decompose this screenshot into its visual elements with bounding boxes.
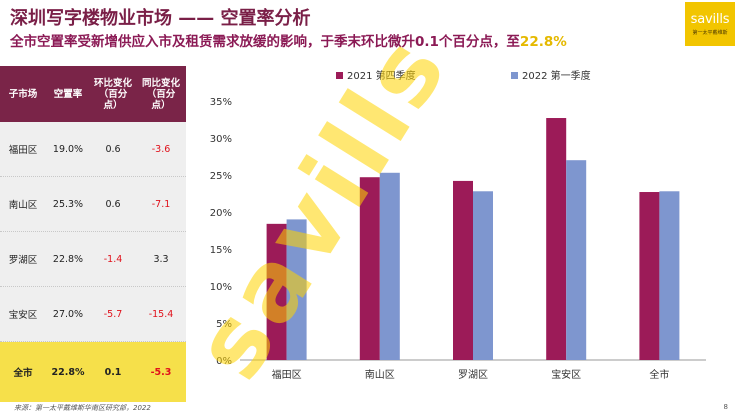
- table-header: 子市场 空置率 环比变化 （百分 点） 同比变化 （百分 点）: [0, 66, 186, 122]
- cell-rate: 19.0%: [52, 143, 84, 155]
- table-row: 全市 22.8% 0.1 -5.3: [0, 342, 186, 402]
- legend-swatch: [336, 72, 343, 79]
- bar-series1: [546, 118, 567, 360]
- header-qoq: 环比变化 （百分 点）: [90, 78, 136, 111]
- cell-rate: 22.8%: [51, 366, 85, 378]
- page-title: 深圳写字楼物业市场 —— 空置率分析: [10, 8, 311, 29]
- header-line: 同比变化: [141, 77, 180, 89]
- header-line: （百分: [146, 88, 176, 100]
- bar-series2: [659, 191, 680, 360]
- cell-yoy: -15.4: [148, 308, 174, 320]
- bar-series1: [266, 223, 287, 360]
- header-yoy: 同比变化 （百分 点）: [136, 78, 186, 111]
- page-number: 8: [723, 403, 728, 411]
- table-row: 福田区 19.0% 0.6 -3.6: [0, 122, 186, 177]
- x-tick-label: 宝安区: [551, 368, 581, 381]
- bar-series1: [639, 192, 660, 360]
- legend-label: 2021 第四季度: [347, 69, 416, 82]
- logo-tagline: 第一太平戴维斯: [692, 30, 728, 36]
- page-subtitle: 全市空置率受新增供应入市及租赁需求放缓的影响，于季末环比微升0.1个百分点，至2…: [10, 30, 567, 50]
- cell-qoq: 0.6: [105, 198, 121, 210]
- cell-qoq: -5.7: [103, 308, 123, 320]
- cell-yoy: -7.1: [151, 198, 171, 210]
- x-tick-label: 罗湖区: [458, 369, 488, 381]
- header-line: 点）: [103, 99, 123, 111]
- header-line: 环比变化: [93, 77, 132, 89]
- vacancy-table: 子市场 空置率 环比变化 （百分 点） 同比变化 （百分 点） 福田区 19.0% 0.6-…: [0, 66, 186, 402]
- cell-market: 罗湖区: [8, 255, 38, 266]
- logo-word: savills: [690, 12, 730, 27]
- vacancy-bar-chart: 0% 5% 10% 15% 20% 25% 30% 35% 福田区 南山区 罗湖区 宝安区 全市 2021…: [210, 69, 706, 381]
- bar-series1: [453, 180, 473, 360]
- cell-rate: 27.0%: [52, 308, 84, 320]
- header-line: 空置率: [53, 88, 83, 100]
- y-tick-label: 25%: [210, 171, 232, 182]
- legend-label: 2022 第一季度: [522, 69, 591, 82]
- x-tick-label: 南山区: [365, 368, 395, 381]
- cell-qoq: 0.1: [104, 366, 122, 378]
- cell-yoy: -5.3: [150, 366, 172, 378]
- cell-qoq: -1.4: [103, 253, 123, 265]
- bar-series2: [473, 191, 493, 360]
- x-tick-label: 全市: [649, 368, 669, 381]
- header-line: （百分: [98, 88, 128, 100]
- cell-rate: 22.8%: [52, 253, 84, 265]
- bar-series1: [359, 177, 380, 360]
- y-tick-label: 30%: [210, 134, 232, 145]
- subtitle-highlight: 22.8%: [519, 34, 567, 50]
- savills-logo: savills 第一太平戴维斯: [685, 2, 735, 46]
- header-market: 子市场: [0, 89, 46, 100]
- cell-rate: 25.3%: [52, 198, 84, 210]
- cell-yoy: 3.3: [153, 253, 169, 265]
- subtitle-text: 全市空置率受新增供应入市及租赁需求放缓的影响，于季末环比微升0.1个百分点，至: [10, 34, 520, 50]
- header-line: 点）: [151, 99, 171, 111]
- y-tick-label: 10%: [210, 282, 232, 293]
- y-tick-label: 5%: [216, 319, 232, 330]
- cell-market: 福田区: [8, 145, 38, 156]
- table-body: 福田区 19.0% 0.6 -3.6 南山区 25.3% 0.6 -7.1 罗湖区 22.8% -1…: [0, 122, 186, 402]
- y-tick-label: 35%: [210, 97, 232, 108]
- cell-market: 南山区: [8, 200, 38, 211]
- cell-qoq: 0.6: [105, 143, 121, 155]
- bar-series2: [566, 160, 587, 360]
- y-tick-label: 0%: [216, 356, 232, 367]
- legend-swatch: [511, 72, 518, 79]
- cell-market: 全市: [13, 368, 33, 379]
- header-rate: 空置率: [46, 89, 90, 100]
- cell-market: 宝安区: [8, 310, 38, 321]
- y-tick-label: 15%: [210, 245, 232, 256]
- header-line: 子市场: [8, 88, 38, 100]
- table-row: 南山区 25.3% 0.6 -7.1: [0, 177, 186, 232]
- y-tick-label: 20%: [210, 208, 232, 219]
- table-row: 宝安区 27.0% -5.7 -15.4: [0, 287, 186, 342]
- source-note: 来源：第一太平戴维斯华南区研究部，2022: [14, 404, 151, 412]
- cell-yoy: -3.6: [151, 143, 171, 155]
- bar-series2: [379, 172, 400, 360]
- x-tick-label: 福田区: [272, 368, 302, 381]
- bar-series2: [286, 219, 307, 360]
- table-row: 罗湖区 22.8% -1.4 3.3: [0, 232, 186, 287]
